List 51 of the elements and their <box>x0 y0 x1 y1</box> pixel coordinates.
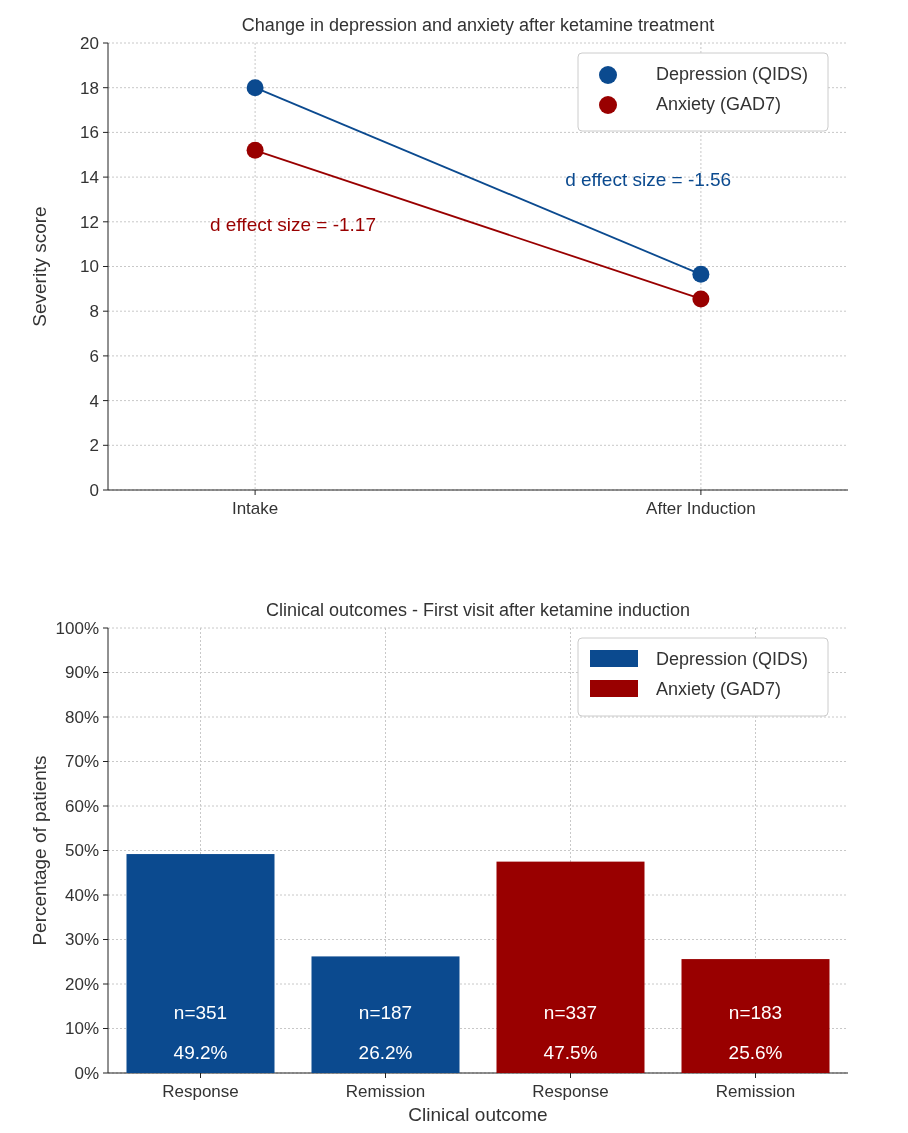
bar <box>496 861 645 1073</box>
data-label: n=183 25.6% <box>728 1002 783 1063</box>
x-tick-label: Remission <box>345 1082 426 1101</box>
point <box>692 290 710 308</box>
chart-title: Change in depression and anxiety after ketamine treatment <box>241 15 715 35</box>
y-tick-label: 4 <box>89 391 99 411</box>
y-axis-title: Percentage of patients <box>29 755 50 946</box>
legend-label: Depression (QIDS) <box>656 649 809 670</box>
x-tick-label: Response <box>532 1082 609 1101</box>
point <box>246 141 264 159</box>
y-tick-label: 100% <box>55 618 99 638</box>
y-axis-title: Severity score <box>29 206 50 327</box>
bar <box>126 854 275 1073</box>
x-tick-label: Response <box>162 1082 239 1101</box>
y-tick-label: 50% <box>64 841 99 861</box>
y-tick-label: 10 <box>80 257 99 277</box>
bar <box>681 959 830 1073</box>
y-tick-label: 80% <box>64 707 99 727</box>
y-tick-label: 14 <box>80 168 99 188</box>
point <box>692 265 710 283</box>
x-tick-label: Remission <box>715 1082 796 1101</box>
legend-label: Anxiety (GAD7) <box>656 94 782 115</box>
y-tick-label: 90% <box>64 663 99 683</box>
y-tick-label: 10% <box>64 1019 99 1039</box>
legend-label: Depression (QIDS) <box>656 64 809 85</box>
y-tick-label: 12 <box>80 212 99 232</box>
bar <box>311 956 460 1073</box>
y-tick-label: 60% <box>64 796 99 816</box>
y-tick-label: 20% <box>64 974 99 994</box>
y-tick-label: 20 <box>80 33 99 53</box>
x-tick-label: After Induction <box>646 499 756 518</box>
data-label: n=187 26.2% <box>358 1002 413 1063</box>
legend-label: Anxiety (GAD7) <box>656 679 782 700</box>
data-label: n=337 47.5% <box>543 1002 598 1063</box>
data-label: n=351 49.2% <box>173 1002 228 1063</box>
x-tick-label: Intake <box>231 499 279 518</box>
y-tick-label: 2 <box>89 436 99 456</box>
y-tick-label: 0% <box>74 1063 99 1083</box>
y-tick-label: 30% <box>64 930 99 950</box>
y-tick-label: 8 <box>89 302 99 322</box>
x-axis-title: Clinical outcome <box>408 1104 548 1125</box>
y-tick-label: 18 <box>80 78 99 98</box>
y-tick-label: 70% <box>64 752 99 772</box>
point <box>246 79 264 97</box>
chart-title: Clinical outcomes - First visit after ketamine induction <box>265 600 691 620</box>
y-tick-label: 16 <box>80 123 99 143</box>
y-tick-label: 40% <box>64 885 99 905</box>
y-tick-label: 6 <box>89 346 99 366</box>
annotation: d effect size = -1.17 <box>210 213 376 235</box>
y-tick-label: 0 <box>89 480 99 500</box>
annotation: d effect size = -1.56 <box>565 169 732 191</box>
